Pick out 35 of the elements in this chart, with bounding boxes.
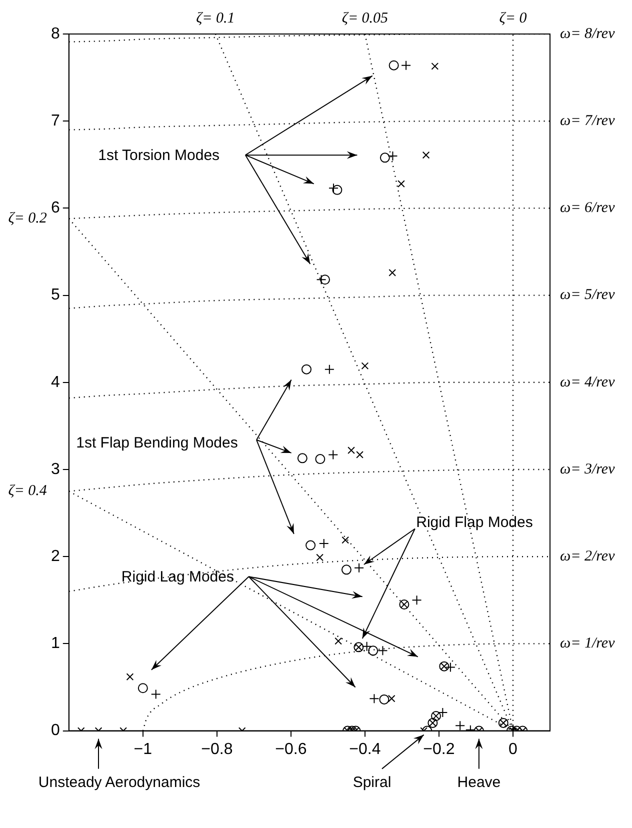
annotation: ω= 5/rev <box>560 287 616 304</box>
annotation: Spiral <box>352 774 392 791</box>
annotation: ω= 8/rev <box>560 26 616 42</box>
y-tick-label: 6 <box>50 200 60 217</box>
y-tick-label: 4 <box>50 374 60 391</box>
x-tick-label: −0.2 <box>423 740 455 758</box>
x-tick-label: −0.4 <box>349 740 381 758</box>
annotation: ω= 4/rev <box>560 374 616 390</box>
annotation: Rigid Lag Modes <box>121 568 234 586</box>
y-tick-label: 5 <box>50 286 60 304</box>
annotation: ω= 6/rev <box>560 200 616 216</box>
annotation: ζ= 0.4 <box>8 483 48 500</box>
annotation: ω= 3/rev <box>560 461 616 478</box>
annotation: ζ= 0.2 <box>8 210 48 227</box>
annotation: Heave <box>457 774 501 791</box>
x-tick-label: −1 <box>134 740 152 758</box>
x-tick-label: −0.6 <box>275 740 307 758</box>
annotation: ω= 1/rev <box>560 636 616 652</box>
annotation: ω= 2/rev <box>560 548 616 565</box>
annotation: ζ= 0 <box>499 10 528 26</box>
y-tick-label: 1 <box>50 635 60 652</box>
y-tick-label: 8 <box>50 25 60 42</box>
x-tick-label: 0 <box>508 740 518 758</box>
y-tick-label: 3 <box>50 460 60 478</box>
annotation: Unsteady Aerodynamics <box>38 774 200 791</box>
y-tick-label: 7 <box>50 112 60 130</box>
y-tick-label: 0 <box>50 722 60 740</box>
annotation: 1st Flap Bending Modes <box>76 434 238 452</box>
annotation: ω= 7/rev <box>560 113 616 130</box>
annotation: 1st Torsion Modes <box>98 147 220 164</box>
annotation: ζ= 0.05 <box>342 10 389 26</box>
annotation: Rigid Flap Modes <box>416 514 533 531</box>
annotation: ζ= 0.1 <box>196 10 235 26</box>
x-tick-label: −0.8 <box>201 740 233 758</box>
y-tick-label: 2 <box>50 548 60 566</box>
